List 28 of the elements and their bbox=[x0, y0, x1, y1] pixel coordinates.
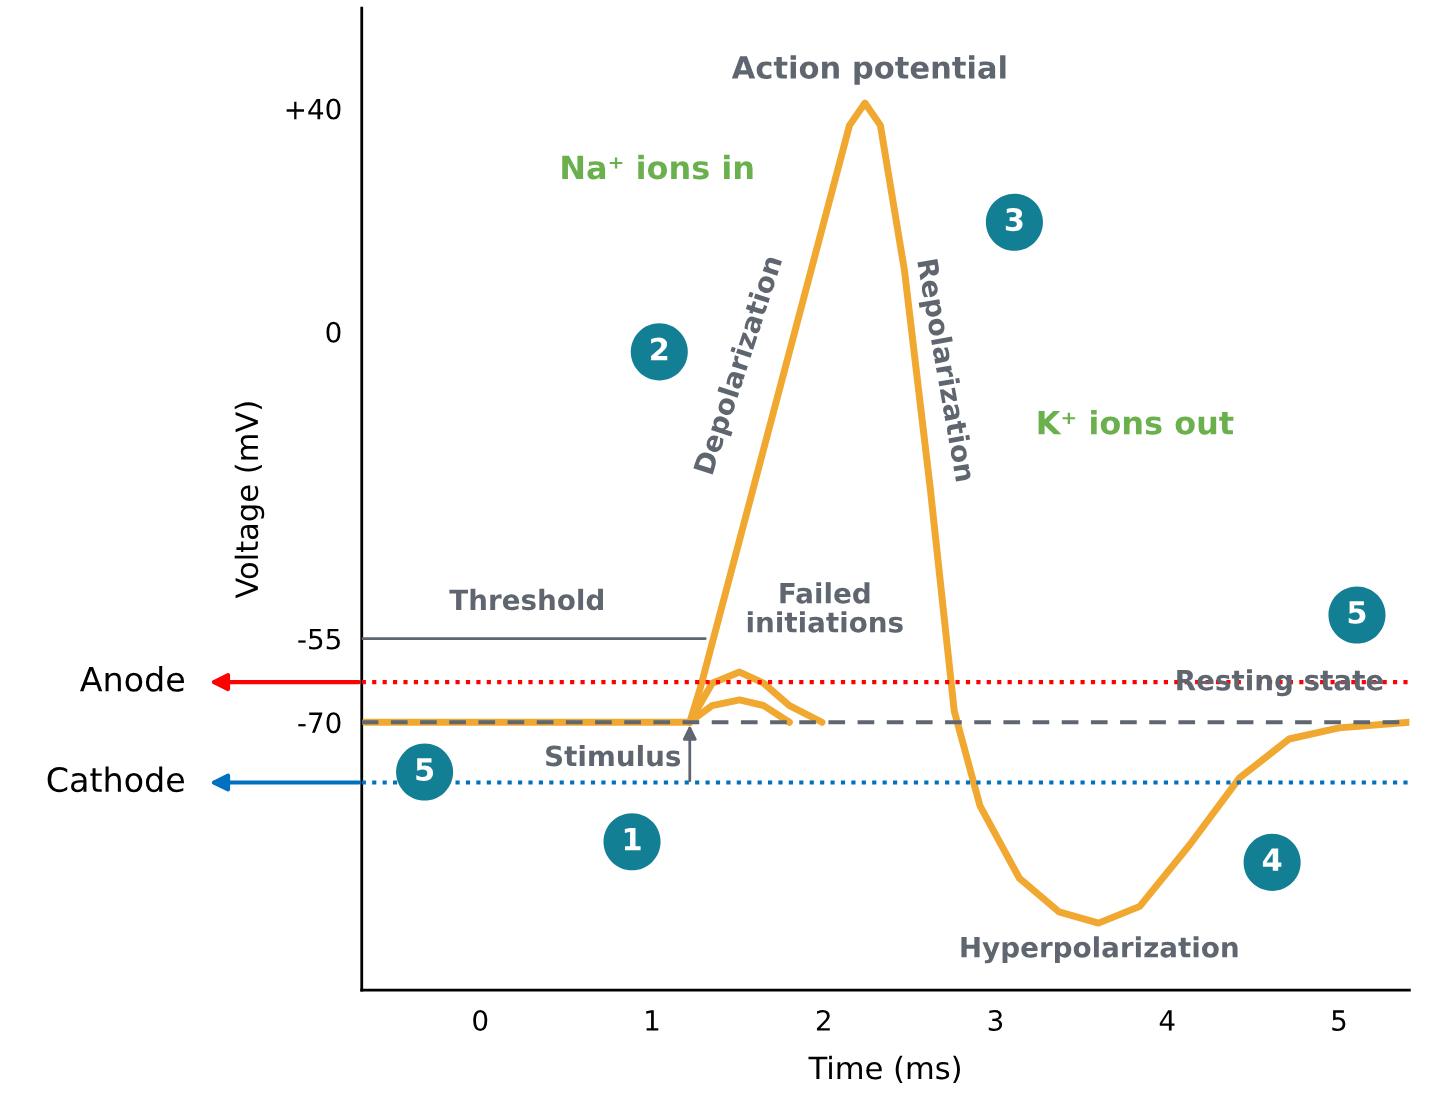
annotation: K⁺ ions out bbox=[1038, 410, 1234, 435]
annotation: 4 bbox=[1262, 848, 1282, 871]
y-axis-title: Voltage (mV) bbox=[234, 402, 265, 599]
x-axis-title: Time (ms) bbox=[808, 1055, 960, 1084]
y-tick-label: +40 bbox=[286, 98, 341, 120]
x-tick-label: 2 bbox=[816, 1009, 830, 1031]
y-tick-label: 0 bbox=[326, 321, 341, 343]
x-tick-label: 5 bbox=[1332, 1010, 1346, 1031]
annotation: Stimulus bbox=[546, 744, 681, 767]
annotation: 5 bbox=[1348, 601, 1366, 624]
y-tick-label: -70 bbox=[298, 712, 341, 734]
annotation: 1 bbox=[624, 827, 641, 851]
annotation: Action potential bbox=[731, 55, 1006, 85]
annotation: Hyperpolarization bbox=[961, 936, 1238, 964]
x-tick-label: 3 bbox=[988, 1009, 1003, 1031]
annotation: 5 bbox=[416, 758, 434, 781]
ref-line-label: Cathode bbox=[47, 766, 184, 793]
annotation: Threshold bbox=[449, 588, 603, 611]
annotation: Na⁺ ions in bbox=[562, 154, 753, 180]
y-tick-label: -55 bbox=[298, 628, 340, 650]
annotation: Failed initiations bbox=[747, 582, 903, 633]
ref-line-label: Anode bbox=[80, 665, 184, 692]
annotation: 3 bbox=[1005, 208, 1023, 232]
x-tick-label: 1 bbox=[646, 1010, 659, 1031]
x-tick-label: 4 bbox=[1159, 1010, 1175, 1031]
x-tick-label: 0 bbox=[473, 1009, 488, 1031]
annotation: 2 bbox=[651, 337, 668, 361]
annotation: Resting state bbox=[1177, 669, 1383, 697]
